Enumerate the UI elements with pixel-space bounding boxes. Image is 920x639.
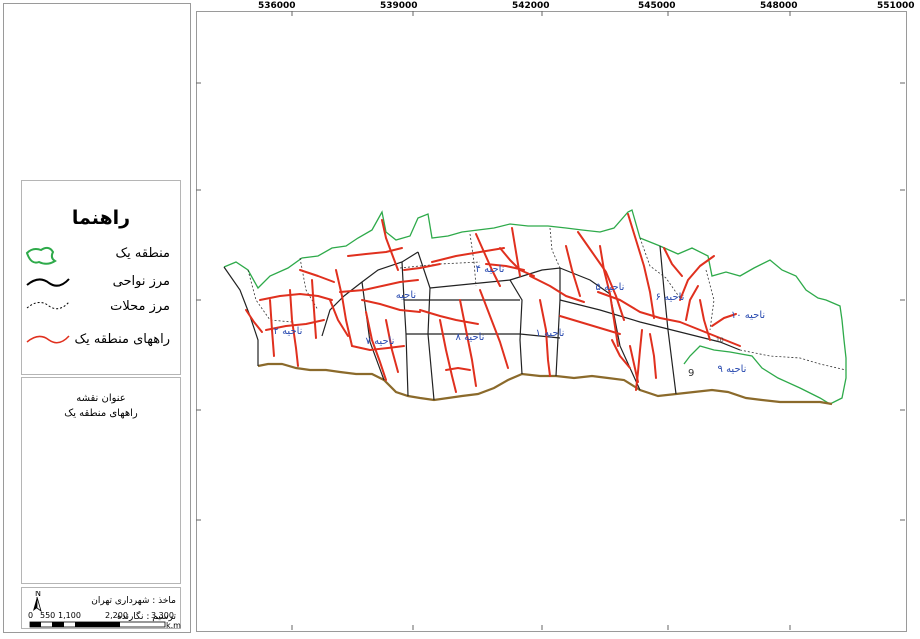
- x-coord-551000: 551000: [877, 1, 915, 11]
- scale-unit: k.m: [166, 621, 181, 630]
- map-title-panel: عنوان نقشه راههای منطقه یک: [21, 377, 181, 584]
- scale-tick-550: 550: [40, 611, 55, 620]
- x-coord-548000: 548000: [760, 1, 798, 11]
- legend-label-region: منطقه یک: [115, 246, 170, 261]
- map-title-text: راههای منطقه یک: [64, 408, 138, 419]
- region-label-5: ناحیه ۵: [596, 282, 625, 293]
- region-label-8: ناحیه ۸: [456, 332, 485, 343]
- x-coord-542000: 542000: [512, 1, 550, 11]
- region-label-1: ناحیه ۱: [536, 328, 565, 339]
- credit-author: ترسیم : نگارنده: [117, 612, 176, 622]
- credit-source: ماخذ : شهرداری تهران: [91, 596, 176, 606]
- legend-label-roads: راههای منطقه یک: [74, 332, 171, 347]
- region-labels: ناحیه ۲ ناحیه ناحیه ۴ ناحیه ۵ ناحیه ۶ نا…: [274, 264, 766, 375]
- region-label-6: ناحیه ۶: [656, 292, 685, 303]
- roads: [245, 213, 741, 393]
- scale-tick-1100: 1,100: [58, 611, 81, 620]
- north-label: N: [35, 591, 41, 598]
- region-label-3: ناحیه: [396, 290, 416, 301]
- x-coord-536000: 536000: [258, 1, 296, 11]
- scale-bar: N 0 550 1,100 2,200 3,300 k.m: [28, 591, 181, 630]
- scale-tick-2200: 2,200: [105, 611, 128, 620]
- region-label-7: ناحیه ۷: [366, 336, 395, 347]
- region-label-9: ناحیه ۹: [718, 364, 747, 375]
- legend-title: راهنما: [71, 207, 131, 229]
- scale-tick-0: 0: [28, 611, 33, 620]
- x-coord-539000: 539000: [380, 1, 418, 11]
- small-label-10: 10: [716, 337, 724, 344]
- x-coord-545000: 545000: [638, 1, 676, 11]
- legend-district-line: [26, 278, 70, 287]
- legend-road-line: [26, 335, 70, 344]
- scale-tick-3300: 3,300: [151, 611, 174, 620]
- map-title-heading: عنوان نقشه: [76, 393, 126, 404]
- region-label-4: ناحیه ۴: [476, 264, 505, 275]
- legend-label-districts: مرز نواحی: [112, 274, 170, 289]
- small-label-9: 9: [688, 368, 694, 379]
- legend-label-neighborhoods: مرز محلات: [110, 299, 170, 314]
- legend-neighborhood-line: [26, 301, 70, 310]
- region-label-2: ناحیه ۲: [274, 326, 303, 337]
- region-south-edge: [257, 362, 833, 406]
- legend: راهنما منطقه یک مرز نواحی مرز محلات راهه…: [21, 180, 181, 375]
- north-arrow-icon: [33, 596, 42, 613]
- region-label-10: ناحیه ۱۰: [731, 310, 765, 321]
- legend-area-symbol: [25, 246, 57, 265]
- legend-symbols: [25, 246, 70, 344]
